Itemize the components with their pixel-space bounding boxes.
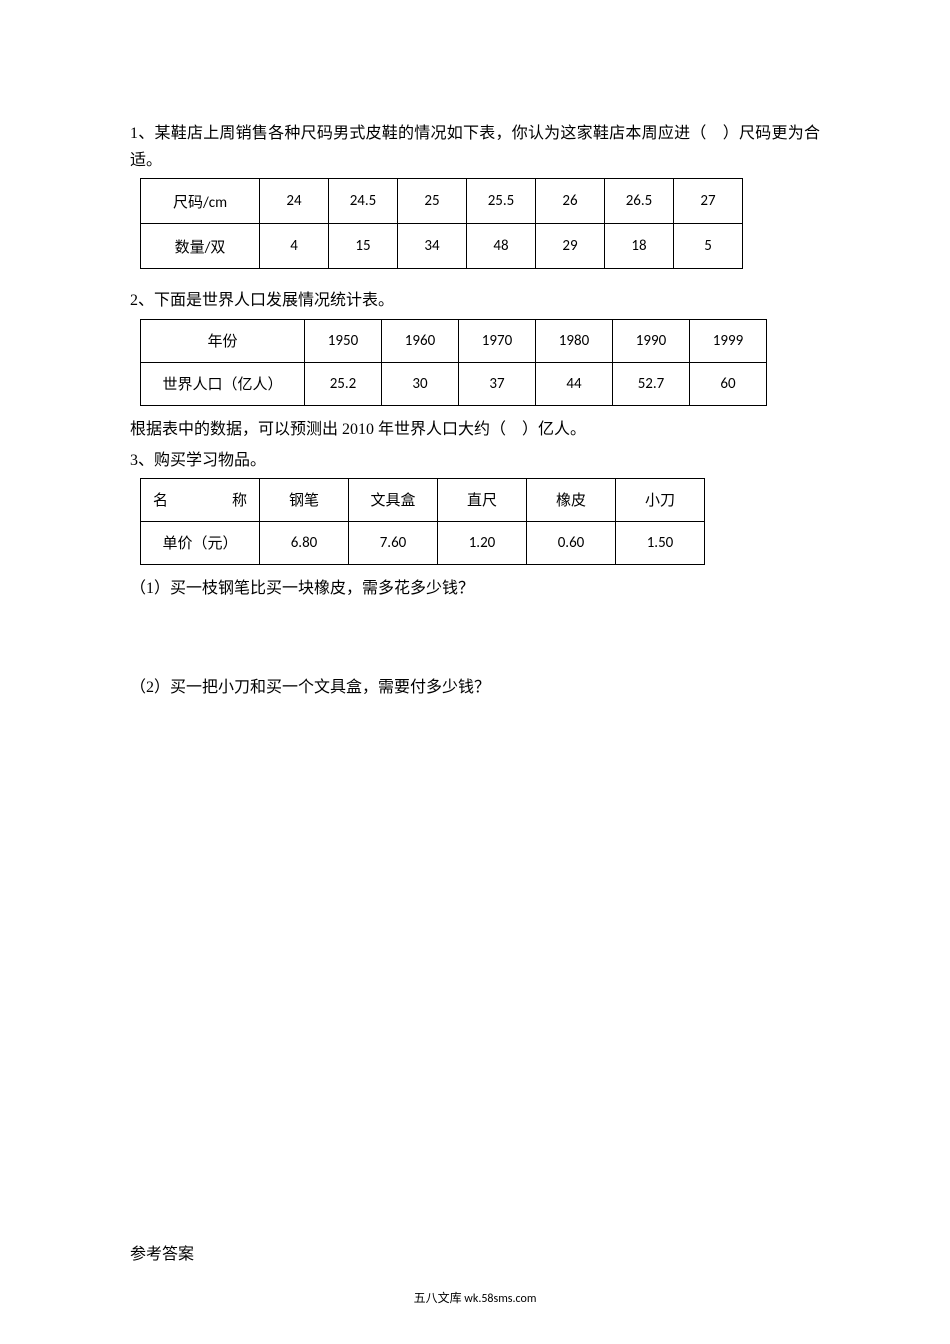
table-cell: 7.60 — [349, 521, 438, 564]
table-cell: 直尺 — [438, 478, 527, 521]
table-cell: 37 — [459, 362, 536, 405]
q1-row2-label: 数量/双 — [141, 224, 260, 269]
q1-prompt: 1、某鞋店上周销售各种尺码男式皮鞋的情况如下表，你认为这家鞋店本周应进（ ）尺码… — [130, 120, 820, 174]
table-cell: 27 — [674, 179, 743, 224]
table-cell: 48 — [467, 224, 536, 269]
table-cell: 25.2 — [305, 362, 382, 405]
q2-row2-label: 世界人口（亿人） — [141, 362, 305, 405]
table-cell: 1990 — [613, 319, 690, 362]
table-cell: 1970 — [459, 319, 536, 362]
q3-header-right: 称 — [232, 489, 247, 510]
q3-sub1: （1）买一枝钢笔比买一块橡皮，需多花多少钱？ — [130, 575, 820, 602]
table-cell: 26.5 — [605, 179, 674, 224]
table-cell: 18 — [605, 224, 674, 269]
table-cell: 5 — [674, 224, 743, 269]
table-cell: 52.7 — [613, 362, 690, 405]
q1-table: 尺码/cm 24 24.5 25 25.5 26 26.5 27 数量/双 4 … — [140, 178, 743, 269]
table-cell: 26 — [536, 179, 605, 224]
q3-header-left: 名 — [153, 489, 168, 510]
table-cell: 1960 — [382, 319, 459, 362]
q2-header-label: 年份 — [141, 319, 305, 362]
table-cell: 24.5 — [329, 179, 398, 224]
table-cell: 橡皮 — [527, 478, 616, 521]
q2-followup: 根据表中的数据，可以预测出 2010 年世界人口大约（ ）亿人。 — [130, 416, 820, 443]
table-cell: 1999 — [690, 319, 767, 362]
table-cell: 15 — [329, 224, 398, 269]
q3-prompt: 3、购买学习物品。 — [130, 447, 820, 474]
table-cell: 1.50 — [616, 521, 705, 564]
q3-sub2: （2）买一把小刀和买一个文具盒，需要付多少钱？ — [130, 674, 820, 701]
table-cell: 34 — [398, 224, 467, 269]
q2-table: 年份 1950 1960 1970 1980 1990 1999 世界人口（亿人… — [140, 319, 767, 406]
q1-header-label: 尺码/cm — [141, 179, 260, 224]
table-cell: 文具盒 — [349, 478, 438, 521]
table-cell: 1980 — [536, 319, 613, 362]
page-footer: 五八文库 wk.58sms.com — [0, 1289, 950, 1306]
q2-prompt: 2、下面是世界人口发展情况统计表。 — [130, 287, 820, 314]
table-cell: 25.5 — [467, 179, 536, 224]
q3-header-label: 名 称 — [141, 478, 260, 521]
table-cell: 29 — [536, 224, 605, 269]
table-cell: 44 — [536, 362, 613, 405]
table-cell: 1.20 — [438, 521, 527, 564]
table-cell: 小刀 — [616, 478, 705, 521]
table-cell: 0.60 — [527, 521, 616, 564]
q3-table: 名 称 钢笔 文具盒 直尺 橡皮 小刀 单价（元） 6.80 7.60 1.20… — [140, 478, 705, 565]
table-cell: 24 — [260, 179, 329, 224]
answer-key-label: 参考答案 — [130, 1240, 194, 1264]
q3-row2-label: 单价（元） — [141, 521, 260, 564]
table-cell: 6.80 — [260, 521, 349, 564]
table-cell: 1950 — [305, 319, 382, 362]
table-cell: 钢笔 — [260, 478, 349, 521]
table-cell: 4 — [260, 224, 329, 269]
table-cell: 25 — [398, 179, 467, 224]
table-cell: 60 — [690, 362, 767, 405]
table-cell: 30 — [382, 362, 459, 405]
